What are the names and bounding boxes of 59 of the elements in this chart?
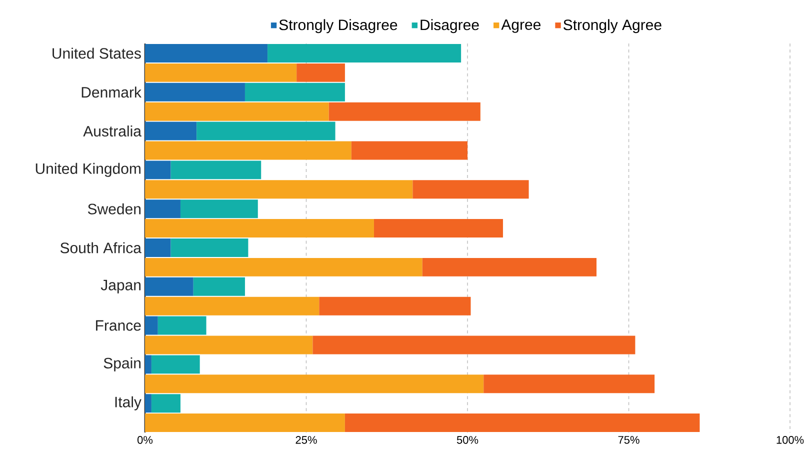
bar [170,238,248,257]
bar [170,160,262,180]
bar [145,180,413,199]
bar [145,414,345,432]
legend-label: Disagree [420,19,479,34]
bar [244,82,345,102]
bar [145,394,152,413]
bar [145,374,484,394]
bar [145,277,194,296]
bar [312,336,636,354]
bar [145,63,297,82]
y-tick-label: United States [52,48,141,59]
y-tick-label: Denmark [82,86,142,98]
bar [145,258,422,276]
bar [319,296,471,316]
bar [180,200,258,218]
y-tick-label: Australia [83,126,142,137]
y-tick-label: France [96,320,141,331]
bar [145,316,158,335]
bar [296,63,345,82]
legend-label: Strongly Agree [564,19,662,34]
bar [193,277,245,296]
bar [145,200,180,218]
legend-label: Agree [501,19,541,33]
y-tick-label: Sweden [88,203,141,214]
x-tick-label: 0% [137,436,153,444]
bar [145,296,320,316]
bar [145,238,171,257]
bar [268,44,462,62]
legend-label: Strongly Disagree [279,19,398,34]
bar [196,122,336,140]
bar [374,219,503,238]
bar [344,414,700,432]
bar [412,180,529,199]
bar [145,44,268,62]
bar [145,122,197,140]
bar [145,219,374,238]
bar [151,394,180,413]
bar [145,355,152,374]
bar [151,355,200,374]
y-tick-label: Italy [115,396,142,410]
bar [145,141,352,160]
bar [145,82,245,102]
bar [484,374,655,394]
y-tick-label: South Africa [60,242,142,254]
bar [145,336,313,354]
bar [145,102,329,121]
y-tick-label: Japan [100,280,141,294]
x-tick-label: 25% [296,436,317,444]
bar [145,160,171,180]
bar [328,102,480,121]
y-tick-label: Spain [104,357,141,372]
x-tick-label: 50% [456,436,478,444]
x-tick-label: 100% [776,436,804,444]
bar [158,316,206,335]
bar [351,141,468,160]
x-tick-label: 75% [618,436,640,444]
bar [422,258,597,276]
y-tick-label: United Kingdom [36,162,140,177]
